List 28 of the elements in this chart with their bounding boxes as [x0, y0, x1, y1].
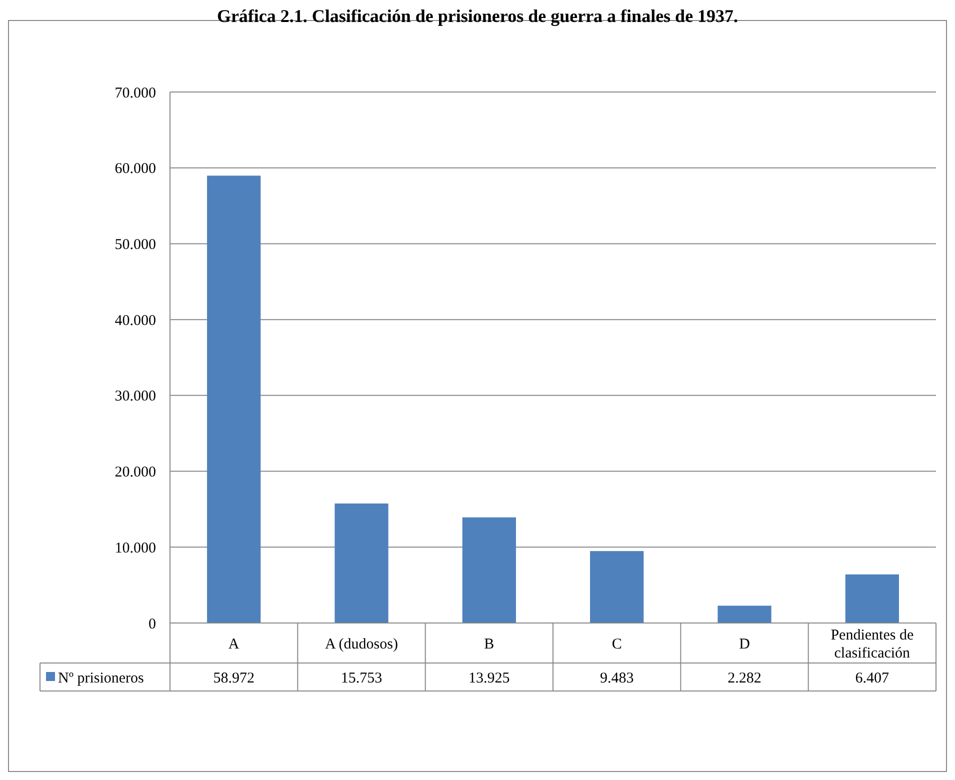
y-tick-label: 20.000: [114, 464, 156, 481]
data-label: 6.407: [855, 670, 890, 686]
x-tick-label: A: [228, 636, 240, 652]
data-label: 13.925: [468, 670, 510, 686]
y-tick-label: 10.000: [114, 540, 156, 556]
bar: [590, 551, 644, 623]
chart-title: Gráfica 2.1. Clasificación de prisioneros de guerra a finales de 1937.: [216, 6, 738, 26]
x-tick-label: D: [739, 636, 750, 652]
legend-label: Nº prisioneros: [58, 670, 144, 686]
data-label: 2.282: [728, 670, 762, 686]
bar: [207, 176, 261, 623]
data-label: 9.483: [600, 670, 634, 686]
x-tick-label: C: [612, 636, 622, 652]
bar: [462, 517, 516, 623]
bar: [845, 574, 899, 623]
x-tick-label: B: [484, 636, 494, 652]
x-tick-label: A (dudosos): [325, 636, 398, 652]
y-tick-label: 60.000: [114, 161, 156, 178]
y-tick-label: 50.000: [114, 236, 156, 253]
x-tick-label: Pendientes de clasificación: [830, 627, 914, 662]
y-tick-label: 30.000: [114, 388, 156, 405]
y-tick-label: 70.000: [114, 85, 156, 102]
bar: [334, 504, 388, 623]
y-tick-label: 0: [148, 616, 156, 632]
bar: [718, 606, 772, 623]
data-label: 15.753: [340, 670, 382, 686]
data-label: 58.972: [213, 670, 254, 686]
y-tick-label: 40.000: [114, 312, 156, 329]
